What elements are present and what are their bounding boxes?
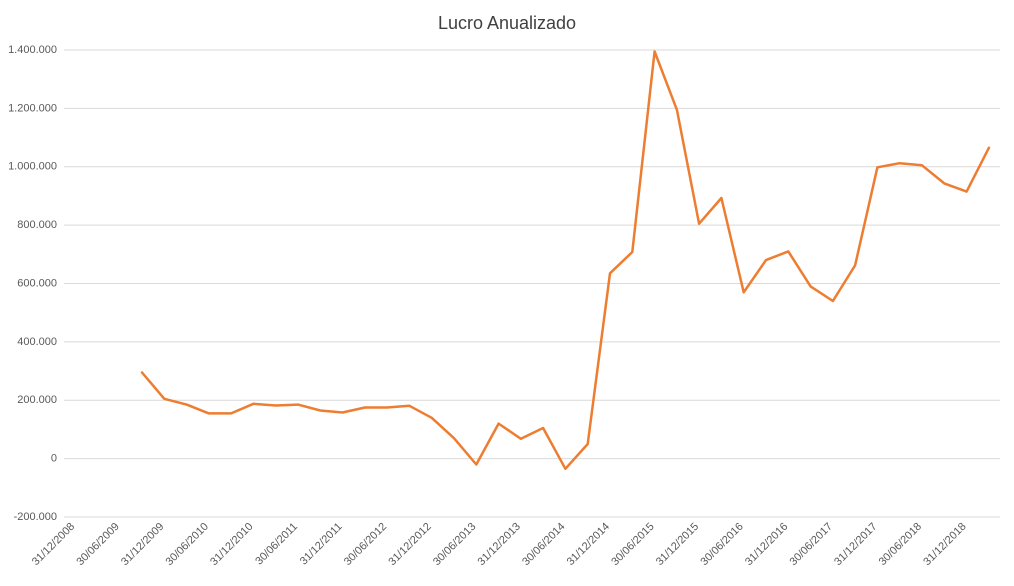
x-tick-label: 31/12/2012 bbox=[386, 521, 433, 568]
x-tick-label: 31/12/2009 bbox=[119, 521, 166, 568]
y-tick-label: 600.000 bbox=[17, 277, 57, 289]
x-tick-label: 31/12/2018 bbox=[921, 521, 968, 568]
x-tick-label: 30/06/2013 bbox=[431, 521, 478, 568]
line-series bbox=[140, 50, 991, 471]
x-tick-label: 31/12/2011 bbox=[298, 521, 345, 568]
x-tick-label: 30/06/2017 bbox=[788, 521, 835, 568]
y-tick-label: 1.400.000 bbox=[8, 44, 57, 56]
x-tick-label: 30/06/2018 bbox=[877, 521, 924, 568]
x-tick-label: 30/06/2009 bbox=[74, 521, 121, 568]
y-tick-label: 200.000 bbox=[17, 394, 57, 406]
x-tick-label: 30/06/2012 bbox=[342, 521, 389, 568]
x-tick-label: 31/12/2008 bbox=[30, 521, 77, 568]
y-tick-label: 1.200.000 bbox=[8, 102, 57, 114]
x-tick-label: 31/12/2016 bbox=[743, 521, 790, 568]
x-tick-label: 30/06/2015 bbox=[609, 521, 656, 568]
x-tick-label: 30/06/2014 bbox=[520, 521, 567, 568]
x-tick-label: 31/12/2017 bbox=[832, 521, 879, 568]
x-tick-label: 31/12/2014 bbox=[565, 521, 612, 568]
x-tick-label: 30/06/2016 bbox=[698, 521, 745, 568]
y-tick-label: 0 bbox=[51, 453, 57, 465]
y-tick-label: 400.000 bbox=[17, 336, 57, 348]
y-tick-label: 1.000.000 bbox=[8, 161, 57, 173]
chart-title: Lucro Anualizado bbox=[438, 13, 576, 33]
x-tick-label: 30/06/2011 bbox=[253, 521, 300, 568]
x-tick-label: 31/12/2010 bbox=[208, 521, 255, 568]
y-tick-label: -200.000 bbox=[14, 511, 57, 523]
y-tick-label: 800.000 bbox=[17, 219, 57, 231]
x-tick-label: 31/12/2013 bbox=[476, 521, 523, 568]
x-tick-label: 30/06/2010 bbox=[164, 521, 211, 568]
x-tick-label: 31/12/2015 bbox=[654, 521, 701, 568]
